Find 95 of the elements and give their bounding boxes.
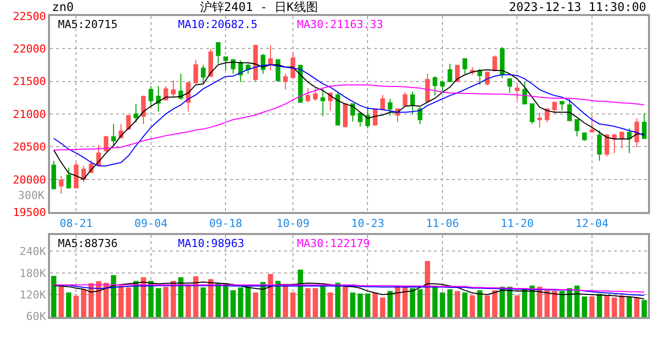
chart-title: 沪锌2401 - 日K线图 [200,0,318,14]
candlestick [425,73,430,102]
y-tick-label: 21000 [12,108,46,121]
candlestick [626,128,632,154]
y-tick-label: 20000 [12,173,46,186]
candlestick [388,98,392,116]
y-tick-label: 240K [20,245,46,258]
line-series [53,284,645,293]
candlestick [342,103,348,128]
candlestick [111,123,116,146]
x-tick-label: 11-06 [426,217,460,230]
candlestick [104,135,108,152]
candlestick [365,106,370,129]
candlestick [253,44,258,82]
y-tick-label: 22000 [12,42,46,56]
candlestick [440,80,445,93]
candlestick [590,115,594,134]
candlestick [560,101,564,112]
text: MA30:21163.33 [297,18,384,31]
candlestick [276,59,280,83]
candlestick [522,81,527,104]
x-tick-label: 11-20 [500,217,534,230]
candlestick [134,103,138,123]
x-tick-label: 08-21 [60,217,93,230]
text: MA10:20682.5 [178,18,258,31]
candlestick [448,63,452,83]
candlestick [350,103,356,122]
y-tick-label: 60K [26,310,46,324]
candlestick [462,58,468,74]
candlestick [418,106,422,124]
candlestick [642,112,647,140]
candlestick [51,160,56,190]
candlestick [612,134,617,154]
candlestick [148,86,154,108]
candlestick [320,88,326,117]
candlestick [620,131,624,149]
candlestick [574,119,580,137]
candlestick [567,98,572,122]
candlestick [230,59,236,74]
candlestick [507,78,512,94]
text: MA5:20715 [58,18,118,31]
y-tick-label: 20500 [12,140,46,154]
line-series [53,84,645,151]
candlestick [410,91,415,114]
candlestick [74,162,78,188]
candlestick [171,80,176,98]
x-tick-label: 10-23 [351,217,384,230]
y-tick-label: 22500 [12,10,46,23]
candlestick [268,44,273,71]
candlestick [514,84,520,100]
text: MA30:122179 [297,237,370,250]
candlestick [141,95,146,124]
candlestick [552,102,557,114]
candlestick [402,92,408,106]
candlestick [156,86,161,112]
candlestick [223,56,228,71]
candlestick [530,103,534,124]
candlestick [283,73,288,90]
candlestick [335,92,340,126]
text: zn0 [52,0,74,14]
candlestick [178,73,184,100]
candlestick [380,94,385,112]
text: 300K [18,189,45,202]
candlestick [537,112,542,128]
y-tick-label: 180K [20,266,46,280]
candlestick [216,42,221,64]
candlestick [500,46,505,79]
candlestick [200,64,206,84]
text: MA5:88736 [58,237,118,250]
candlestick [126,114,131,130]
line-series [53,281,645,300]
candlestick [306,88,310,103]
candlestick [313,88,318,102]
x-tick-label: 12-04 [575,217,609,230]
y-tick-label: 19500 [12,206,46,219]
candlestick [432,76,438,96]
y-tick-label: 21500 [12,75,46,88]
candlestick [582,132,587,142]
candlestick [477,68,482,86]
candlestick [597,130,602,162]
x-tick-label: 09-04 [134,217,168,230]
candlestick [358,112,363,128]
candlestick [66,167,72,188]
x-tick-label: 10-09 [276,217,310,230]
x-tick-label: 09-18 [209,217,242,230]
candlestick [484,72,490,86]
text: MA10:98963 [178,237,244,250]
candlestick [290,52,296,80]
candlestick [193,59,198,84]
candlestick [492,54,498,72]
candlestick [58,175,64,194]
candlestick [208,48,214,78]
y-tick-label: 120K [20,288,46,302]
candlestick [604,134,610,157]
text: 2023-12-13 11:30:00 [509,0,646,14]
